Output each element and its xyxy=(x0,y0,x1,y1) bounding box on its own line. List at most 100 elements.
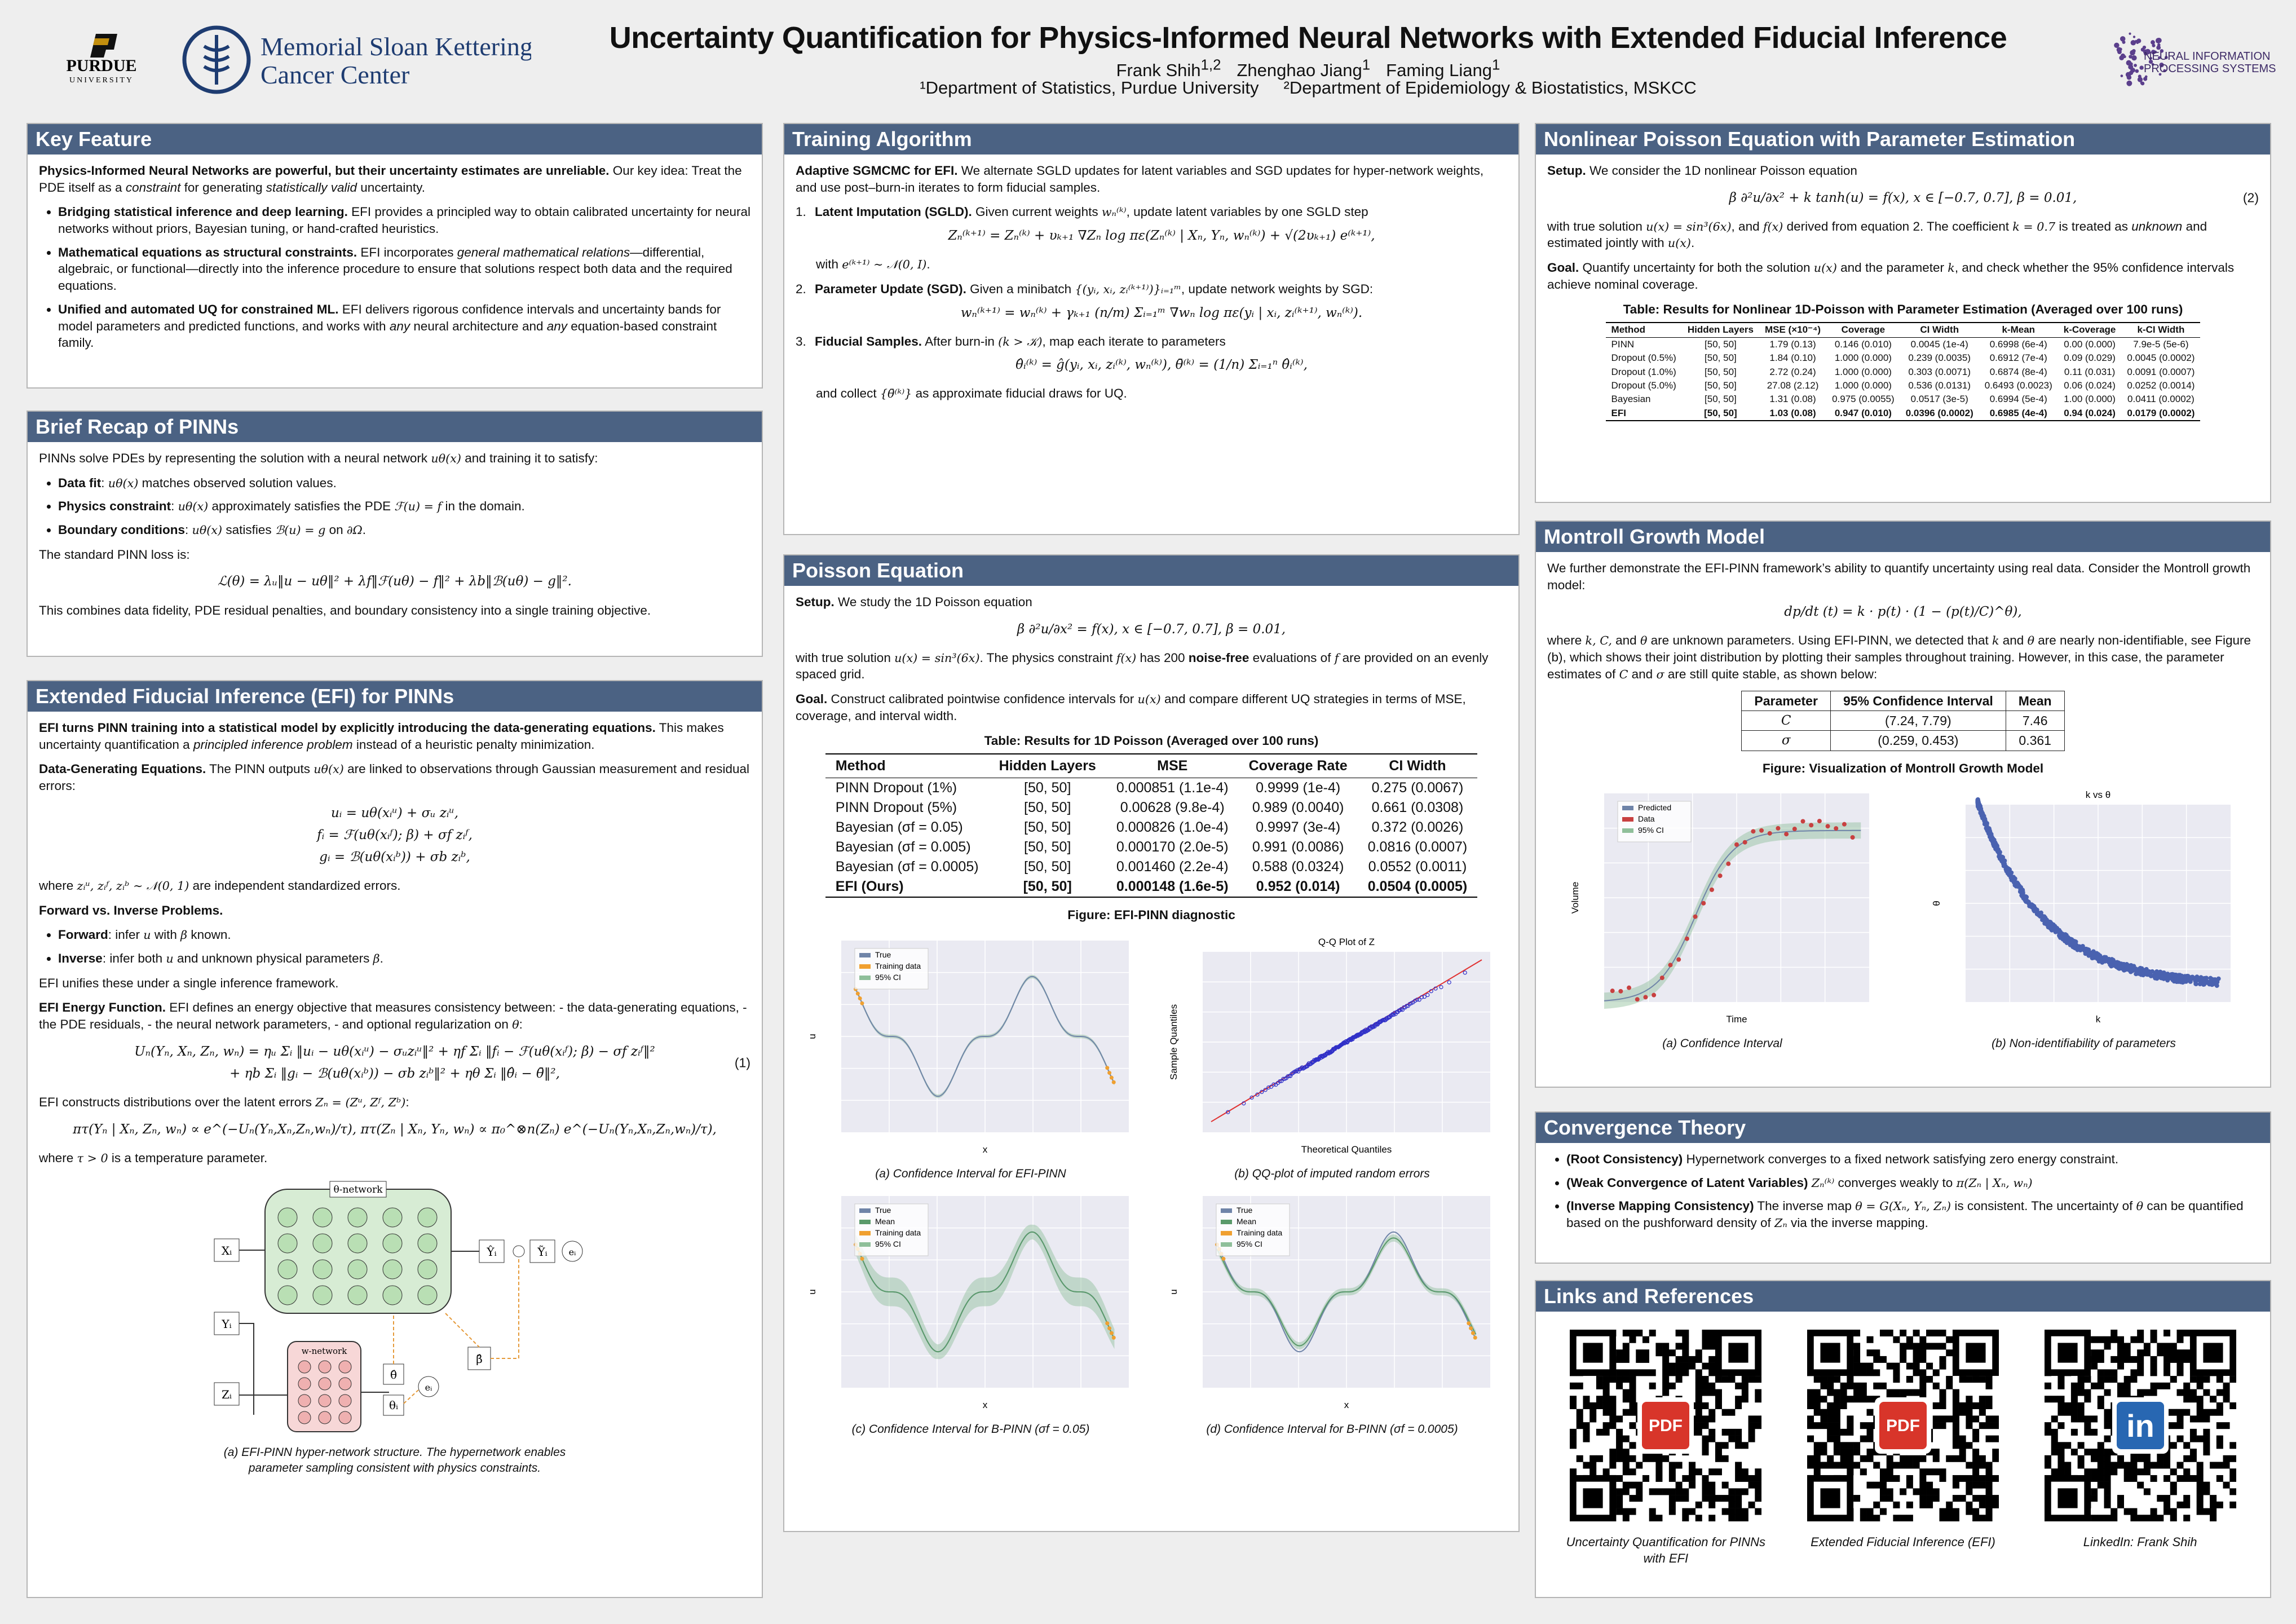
text-run: The inverse map xyxy=(1754,1199,1856,1213)
sample-point xyxy=(1988,835,1993,840)
qr-module xyxy=(1919,1382,1927,1389)
math: uθ(x) xyxy=(192,523,223,537)
qq-point xyxy=(1263,1088,1268,1092)
qr-module xyxy=(2110,1376,2117,1383)
qr-module xyxy=(1946,1376,1953,1383)
qr-module xyxy=(1966,1415,1973,1423)
qr-module xyxy=(1972,1495,1980,1502)
paragraph: Physics-Informed Neural Networks are pow… xyxy=(39,162,750,196)
qr-module xyxy=(1966,1508,1973,1515)
qr-module xyxy=(2083,1468,2091,1476)
neurips-dot xyxy=(2119,47,2122,51)
table-header-cell: k-Coverage xyxy=(2057,322,2122,338)
qr-module xyxy=(1913,1389,1920,1396)
qr-module xyxy=(1833,1449,1840,1456)
step-note: and collect {θ̄⁽ᵏ⁾} as approximate fiduc… xyxy=(816,385,1507,402)
sample-point xyxy=(1978,811,1983,816)
qr-module xyxy=(1623,1376,1630,1383)
text-run: with true solution xyxy=(1547,219,1646,233)
sample-point xyxy=(2043,917,2048,922)
table-cell: 0.239 (0.0035) xyxy=(1908,352,1971,364)
qr-module xyxy=(1662,1362,1670,1370)
emphasis: constraint xyxy=(125,180,181,195)
neurips-dot xyxy=(2130,39,2136,46)
qq-point xyxy=(1288,1074,1292,1078)
plot: k vs θkθ xyxy=(1931,789,2231,1025)
qr-module xyxy=(2183,1475,2190,1482)
qr-module xyxy=(2070,1396,2078,1403)
qr-module xyxy=(1840,1442,1847,1449)
qr-module xyxy=(1827,1409,1834,1416)
section-body: Adaptive SGMCMC for EFI. We alternate SG… xyxy=(784,155,1518,418)
qr-module xyxy=(1721,1409,1729,1416)
qr-module xyxy=(2216,1501,2223,1508)
algorithm-step: 2. Parameter Update (SGD). Given a miniba… xyxy=(796,281,1507,324)
neurips-dot xyxy=(2154,50,2157,54)
qr-module xyxy=(1708,1330,1716,1337)
qr-module xyxy=(1946,1455,1953,1462)
qr-module xyxy=(2064,1402,2071,1409)
qr-module xyxy=(2150,1356,2157,1363)
x-axis-label: Theoretical Quantiles xyxy=(1301,1144,1392,1155)
math: u xyxy=(143,928,151,942)
text-run: and compare different UQ strategies in t… xyxy=(796,692,1466,723)
text-run: can be quantified based on the pushforwa… xyxy=(1566,1199,2244,1230)
qr-module xyxy=(1926,1481,1933,1489)
qr-module xyxy=(1840,1455,1847,1462)
qr-module xyxy=(1853,1442,1861,1449)
qr-module xyxy=(1906,1455,1913,1462)
emphasis: Data-Generating Equations. xyxy=(39,762,206,776)
qr-module xyxy=(1721,1495,1729,1502)
table-header-cell: k-CI Width xyxy=(2121,322,2201,338)
qr-module xyxy=(2083,1376,2091,1383)
qr-module xyxy=(1966,1396,1973,1403)
qr-module xyxy=(2176,1409,2184,1416)
qr-module xyxy=(1715,1376,1723,1383)
table-cell: 7.9e-5 (5e-6) xyxy=(2133,338,2189,350)
qr-module xyxy=(2083,1449,2091,1456)
qr-module xyxy=(1972,1515,1980,1522)
sample-point xyxy=(2023,899,2028,904)
qr-module xyxy=(1959,1435,1966,1442)
text-run: We consider the 1D nonlinear Poisson equ… xyxy=(1586,164,1857,178)
text-run: : infer both xyxy=(102,951,166,966)
qr-module xyxy=(1893,1462,1900,1469)
qr-module xyxy=(2077,1409,2085,1416)
qr-module xyxy=(2077,1455,2085,1462)
qr-module xyxy=(1952,1455,1959,1462)
qr-module xyxy=(1583,1396,1590,1403)
qr-module xyxy=(1959,1475,1966,1482)
table-cell: 0.94 (0.024) xyxy=(2057,406,2122,422)
qr-module xyxy=(2189,1435,2197,1442)
text-run: , and xyxy=(1731,219,1763,233)
qr-module xyxy=(1702,1402,1709,1409)
legend-swatch xyxy=(1622,828,1633,833)
qr-module xyxy=(1827,1402,1834,1409)
qr-finder xyxy=(1583,1488,1603,1508)
qr-item: PDF Extended Fiducial Inference (EFI) xyxy=(1802,1330,2004,1566)
qr-module xyxy=(1708,1428,1716,1436)
table-header-cell: Parameter xyxy=(1741,690,1831,711)
qr-module xyxy=(2163,1330,2170,1337)
emphasis: statistically valid xyxy=(266,180,357,195)
qr-module xyxy=(1833,1389,1840,1396)
qr-module xyxy=(1675,1356,1683,1363)
qr-module xyxy=(1577,1382,1584,1389)
qr-module xyxy=(1662,1369,1670,1376)
qr-module xyxy=(1602,1382,1610,1389)
qr-module xyxy=(1879,1475,1887,1482)
qr-module xyxy=(1873,1356,1880,1363)
qr-module xyxy=(1629,1455,1636,1462)
qq-point xyxy=(1296,1069,1300,1074)
qr-module xyxy=(1985,1468,1993,1476)
qr-module xyxy=(1919,1376,1927,1383)
table-cell: 0.0552 (0.0011) xyxy=(1368,859,1467,875)
legend-label: Mean xyxy=(875,1217,895,1226)
plot-title: k vs θ xyxy=(2085,789,2110,800)
qr-module xyxy=(1577,1455,1584,1462)
qr-module xyxy=(1721,1428,1729,1436)
neurips-dot xyxy=(2134,64,2137,67)
table-cell: 0.361 xyxy=(2005,730,2065,751)
qr-module xyxy=(1992,1475,1999,1482)
qr-module xyxy=(2090,1455,2098,1462)
